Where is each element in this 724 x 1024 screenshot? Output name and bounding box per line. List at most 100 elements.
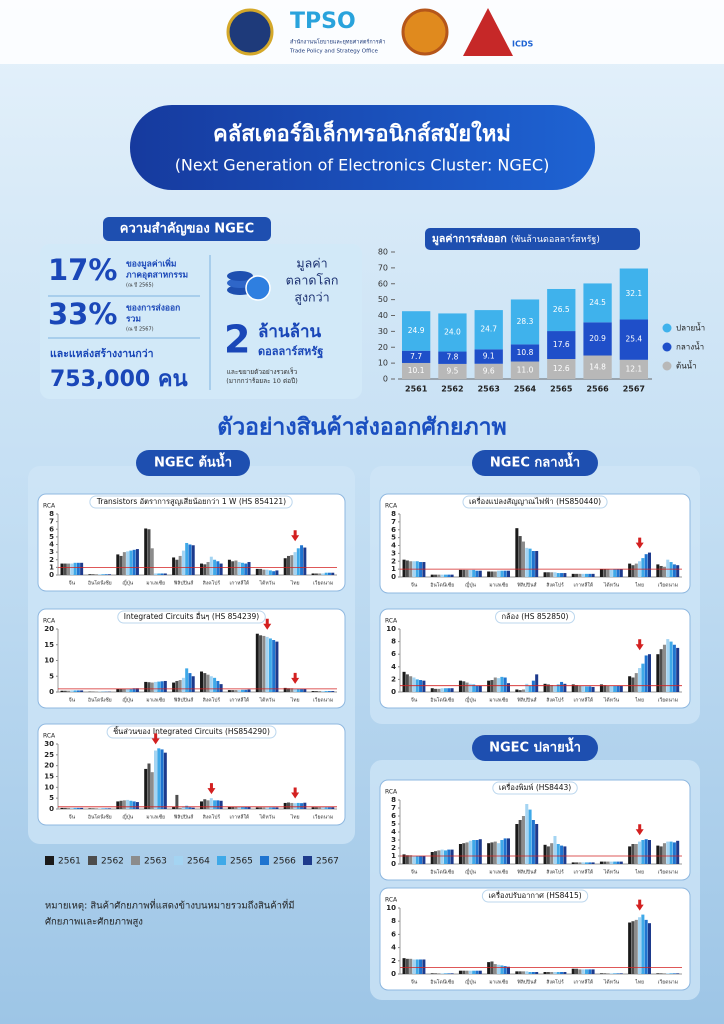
bar	[203, 799, 207, 809]
bar	[553, 836, 557, 864]
bar	[296, 548, 300, 575]
bar	[213, 677, 217, 692]
chart-title-pill	[481, 889, 589, 903]
bar	[70, 563, 74, 575]
bar	[200, 801, 204, 809]
bar-segment	[510, 344, 540, 362]
bar	[126, 688, 130, 692]
coins-icon	[227, 271, 271, 301]
chart-title: ชิ้นส่วนของ Integrated Circuits (HS85429…	[113, 726, 270, 736]
bar	[493, 841, 497, 864]
bar	[462, 843, 466, 864]
bar	[676, 840, 680, 864]
bar	[321, 573, 325, 575]
bar	[331, 807, 335, 809]
bar	[200, 563, 204, 575]
bar	[666, 841, 670, 864]
highlight-arrow	[263, 618, 272, 630]
highlight-arrow	[207, 783, 216, 795]
x-tick-label: ฟิลิปปินส์	[517, 979, 536, 986]
bar	[255, 633, 259, 692]
x-tick-label: มาเลเซีย	[489, 869, 508, 876]
y-tick-label: 1	[49, 563, 54, 571]
x-tick-label: อินโดนีเซีย	[430, 697, 454, 704]
bar	[447, 849, 451, 864]
bar	[181, 550, 185, 575]
market-label: ตลาดโลก	[286, 273, 339, 288]
x-tick-label: ฟิลิปปินส์	[174, 580, 193, 587]
y-tick-label: 3	[391, 549, 396, 557]
bar	[234, 690, 238, 692]
bar	[160, 681, 164, 692]
section-name: NGEC ปลายน้ำ	[489, 737, 581, 756]
bar	[518, 690, 522, 692]
bar	[628, 676, 632, 692]
bar-segment	[438, 351, 467, 364]
bar	[144, 768, 148, 809]
bar	[178, 680, 182, 692]
bar	[503, 838, 507, 864]
highlight-arrow	[151, 733, 160, 745]
bar	[209, 676, 213, 692]
legend-label: 2564	[187, 857, 210, 867]
bar	[447, 973, 451, 974]
x-tick-label: สิงคโปร์	[203, 580, 221, 587]
bar-segment	[474, 349, 503, 364]
x-tick-label: ญี่ปุ่น	[122, 580, 133, 587]
bar	[472, 840, 476, 864]
bar	[409, 855, 413, 864]
y-tick-label: 0	[383, 375, 388, 384]
y-tick-label: 3	[391, 836, 396, 844]
bar	[531, 972, 535, 974]
bar	[571, 684, 575, 692]
bar	[588, 686, 592, 692]
x-tick-label: เกาหลีใต้	[230, 814, 250, 821]
bar	[543, 972, 547, 974]
bar	[493, 964, 497, 974]
bar	[490, 842, 494, 864]
bar-segment	[619, 319, 649, 360]
bar	[318, 807, 322, 809]
y-tick-label: 5	[391, 534, 396, 542]
bar	[144, 681, 148, 692]
bar	[108, 808, 112, 809]
bar	[515, 971, 519, 974]
brand: TPSO	[290, 9, 356, 34]
y-axis-title: RCA	[43, 503, 56, 510]
bar	[213, 800, 217, 809]
bar	[634, 673, 638, 692]
value-label: 17.6	[553, 340, 570, 349]
bar	[135, 688, 139, 692]
legend-swatch	[662, 361, 672, 371]
x-tick-label: เกาหลีใต้	[574, 869, 594, 876]
bar-segment	[510, 299, 540, 345]
bar	[402, 671, 406, 692]
bar-segment	[583, 322, 612, 356]
bar	[76, 562, 80, 575]
highlight-arrow	[291, 530, 300, 542]
bar	[638, 841, 642, 864]
bar	[525, 804, 529, 864]
x-tick-label: ไต้หวัน	[259, 814, 276, 821]
bar	[656, 973, 660, 974]
bar	[150, 548, 154, 575]
x-tick-label: จีน	[69, 580, 76, 587]
bar	[126, 551, 130, 575]
chart-title-pill	[117, 610, 266, 624]
bar	[88, 808, 92, 809]
chart-title-pill	[495, 610, 576, 624]
chart-title: เครื่องปรับอากาศ (HS8415)	[488, 890, 581, 900]
x-tick-label: อินโดนีเซีย	[430, 979, 454, 986]
bar	[402, 958, 406, 974]
bar	[603, 973, 607, 974]
chart-title: เครื่องพิมพ์ (HS8443)	[499, 782, 571, 792]
y-tick-label: 10	[378, 359, 388, 368]
bar	[603, 861, 607, 864]
chart-card	[379, 779, 691, 881]
bar	[200, 671, 204, 692]
bar	[419, 856, 423, 864]
bar	[443, 688, 447, 692]
bar	[104, 808, 108, 809]
y-tick-label: 10	[386, 904, 396, 912]
bar	[578, 685, 582, 692]
